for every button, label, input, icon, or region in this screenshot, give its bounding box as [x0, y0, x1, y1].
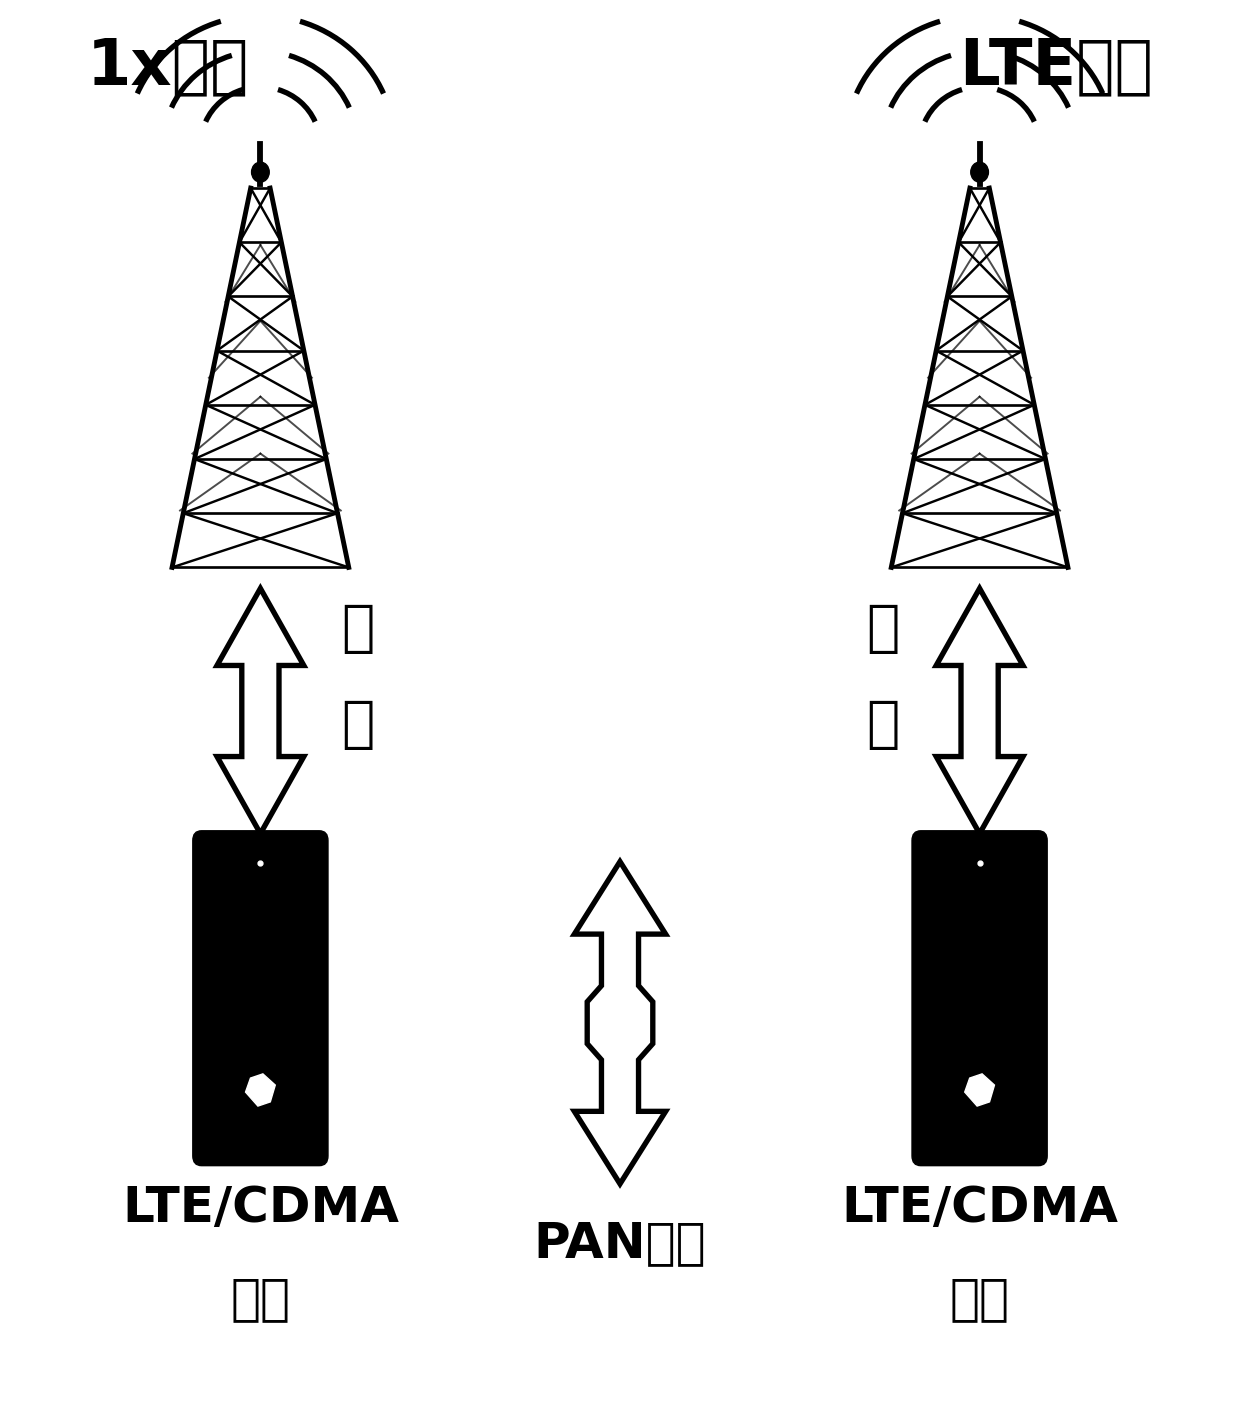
Circle shape — [252, 163, 269, 182]
Text: 1x网络: 1x网络 — [87, 35, 249, 97]
Circle shape — [971, 163, 988, 182]
Polygon shape — [936, 588, 1023, 834]
FancyBboxPatch shape — [192, 831, 327, 1166]
Text: LTE/CDMA: LTE/CDMA — [841, 1184, 1118, 1231]
Text: 注: 注 — [866, 602, 899, 657]
Polygon shape — [246, 1073, 275, 1107]
Polygon shape — [965, 1073, 994, 1107]
Polygon shape — [574, 862, 666, 1184]
Text: LTE网络: LTE网络 — [960, 35, 1153, 97]
Text: 注: 注 — [341, 602, 374, 657]
Polygon shape — [217, 588, 304, 834]
Text: 终端: 终端 — [231, 1275, 290, 1323]
Text: 终端: 终端 — [950, 1275, 1009, 1323]
Text: PAN网络: PAN网络 — [533, 1219, 707, 1267]
Text: LTE/CDMA: LTE/CDMA — [122, 1184, 399, 1231]
Text: 册: 册 — [341, 698, 374, 752]
Text: 册: 册 — [866, 698, 899, 752]
FancyBboxPatch shape — [913, 831, 1047, 1166]
